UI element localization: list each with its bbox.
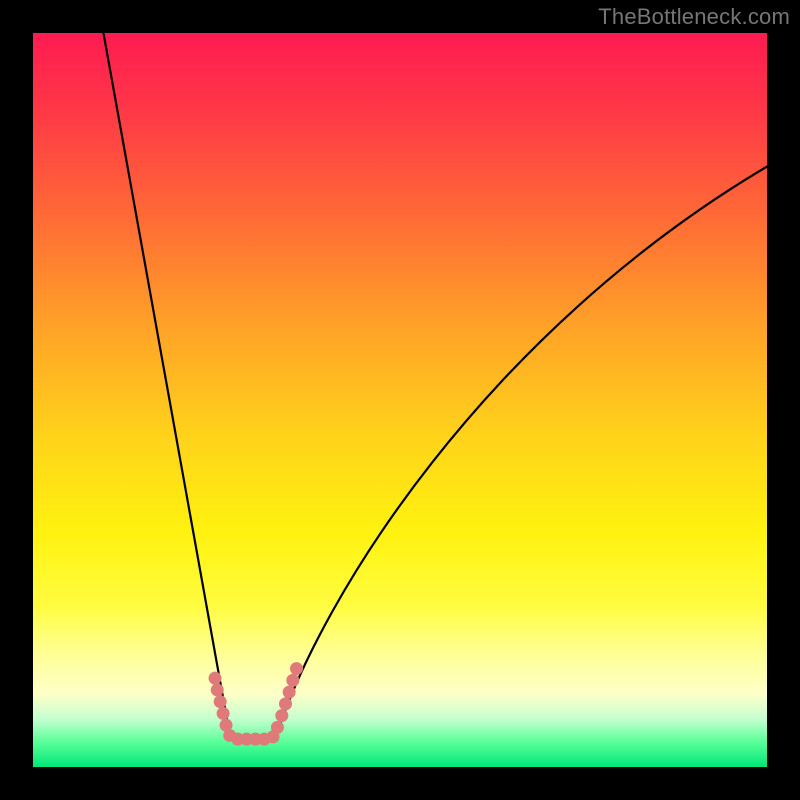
gradient-background: [33, 33, 767, 767]
watermark-text: TheBottleneck.com: [598, 4, 790, 30]
bead-point: [214, 695, 227, 708]
bead-point: [211, 683, 224, 696]
bead-point: [283, 686, 296, 699]
bead-point: [271, 721, 284, 734]
bead-point: [279, 697, 292, 710]
plot-area: [33, 33, 767, 767]
bead-point: [217, 707, 230, 720]
bead-point: [209, 672, 222, 685]
bead-point: [286, 674, 299, 687]
bottleneck-chart: [33, 33, 767, 767]
bead-point: [290, 662, 303, 675]
outer-frame: TheBottleneck.com: [0, 0, 800, 800]
bead-point: [275, 709, 288, 722]
